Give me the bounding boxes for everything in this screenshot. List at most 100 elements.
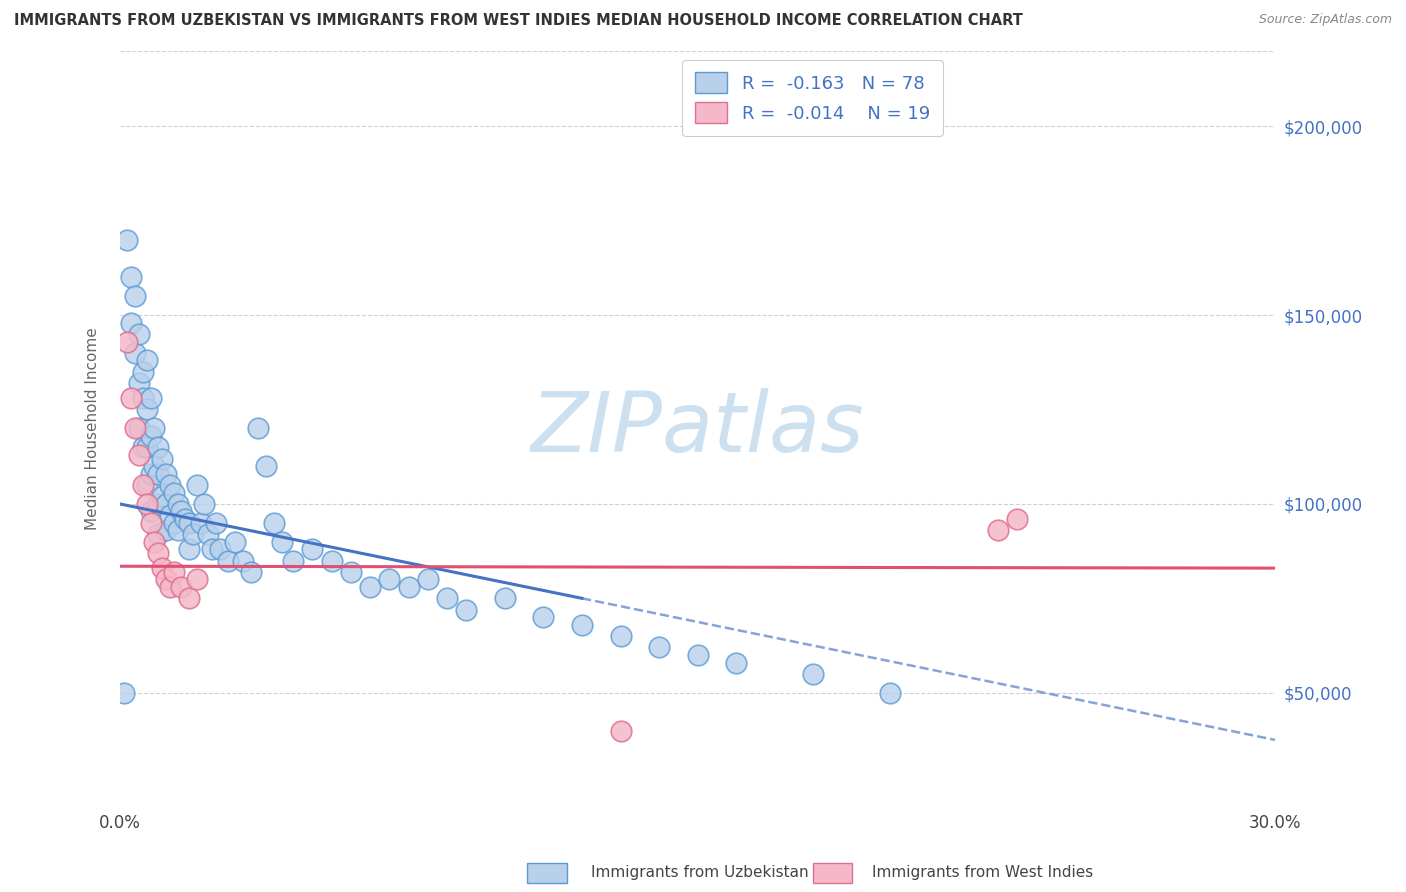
- Point: [124, 346, 146, 360]
- Point: [166, 524, 188, 538]
- Point: [135, 497, 157, 511]
- Point: [177, 542, 200, 557]
- Point: [143, 459, 166, 474]
- Point: [163, 565, 186, 579]
- Point: [177, 516, 200, 530]
- Point: [120, 316, 142, 330]
- Point: [139, 429, 162, 443]
- Legend: R =  -0.163   N = 78, R =  -0.014    N = 19: R = -0.163 N = 78, R = -0.014 N = 19: [682, 60, 943, 136]
- Point: [150, 489, 173, 503]
- Point: [150, 561, 173, 575]
- Point: [117, 334, 139, 349]
- Point: [398, 580, 420, 594]
- Point: [163, 516, 186, 530]
- Point: [254, 459, 277, 474]
- Point: [166, 497, 188, 511]
- Point: [170, 580, 193, 594]
- Point: [163, 485, 186, 500]
- Point: [648, 640, 671, 655]
- Point: [609, 723, 631, 738]
- Point: [263, 516, 285, 530]
- Point: [340, 565, 363, 579]
- Point: [155, 497, 177, 511]
- Point: [494, 591, 516, 606]
- Point: [725, 656, 748, 670]
- Point: [150, 451, 173, 466]
- Point: [197, 527, 219, 541]
- Point: [148, 440, 170, 454]
- Y-axis label: Median Household Income: Median Household Income: [86, 327, 100, 530]
- Point: [124, 421, 146, 435]
- Point: [217, 553, 239, 567]
- Point: [132, 440, 155, 454]
- Point: [117, 233, 139, 247]
- Point: [201, 542, 224, 557]
- Point: [879, 686, 901, 700]
- Point: [135, 353, 157, 368]
- Point: [186, 573, 208, 587]
- Point: [533, 610, 555, 624]
- Point: [159, 478, 181, 492]
- Point: [120, 391, 142, 405]
- Point: [128, 326, 150, 341]
- Point: [177, 591, 200, 606]
- Point: [155, 467, 177, 481]
- Point: [205, 516, 228, 530]
- Point: [148, 497, 170, 511]
- Point: [456, 602, 478, 616]
- Point: [143, 421, 166, 435]
- Point: [416, 573, 439, 587]
- Point: [120, 270, 142, 285]
- Point: [801, 666, 824, 681]
- Point: [132, 391, 155, 405]
- Point: [270, 534, 292, 549]
- Point: [159, 508, 181, 523]
- Point: [232, 553, 254, 567]
- Point: [987, 524, 1010, 538]
- Point: [186, 478, 208, 492]
- Point: [174, 512, 197, 526]
- Point: [132, 478, 155, 492]
- Point: [128, 376, 150, 390]
- Point: [155, 524, 177, 538]
- Point: [148, 527, 170, 541]
- Point: [148, 467, 170, 481]
- Point: [135, 478, 157, 492]
- Point: [686, 648, 709, 662]
- Point: [181, 527, 204, 541]
- Text: Source: ZipAtlas.com: Source: ZipAtlas.com: [1258, 13, 1392, 27]
- Point: [193, 497, 215, 511]
- Point: [135, 402, 157, 417]
- Text: Immigrants from West Indies: Immigrants from West Indies: [872, 865, 1092, 880]
- Point: [148, 546, 170, 560]
- Point: [139, 504, 162, 518]
- Point: [239, 565, 262, 579]
- Point: [112, 686, 135, 700]
- Point: [359, 580, 381, 594]
- Point: [609, 629, 631, 643]
- Point: [128, 448, 150, 462]
- Point: [247, 421, 270, 435]
- Point: [378, 573, 401, 587]
- Point: [208, 542, 231, 557]
- Point: [124, 289, 146, 303]
- Point: [190, 516, 212, 530]
- Point: [132, 365, 155, 379]
- Point: [143, 534, 166, 549]
- Point: [571, 617, 593, 632]
- Point: [281, 553, 304, 567]
- Point: [301, 542, 323, 557]
- Point: [436, 591, 458, 606]
- Point: [135, 440, 157, 454]
- Point: [1007, 512, 1029, 526]
- Point: [139, 516, 162, 530]
- Point: [128, 421, 150, 435]
- Point: [139, 467, 162, 481]
- Point: [155, 573, 177, 587]
- Text: ZIPatlas: ZIPatlas: [531, 388, 865, 469]
- Text: IMMIGRANTS FROM UZBEKISTAN VS IMMIGRANTS FROM WEST INDIES MEDIAN HOUSEHOLD INCOM: IMMIGRANTS FROM UZBEKISTAN VS IMMIGRANTS…: [14, 13, 1024, 29]
- Point: [159, 580, 181, 594]
- Point: [224, 534, 246, 549]
- Text: Immigrants from Uzbekistan: Immigrants from Uzbekistan: [591, 865, 808, 880]
- Point: [170, 504, 193, 518]
